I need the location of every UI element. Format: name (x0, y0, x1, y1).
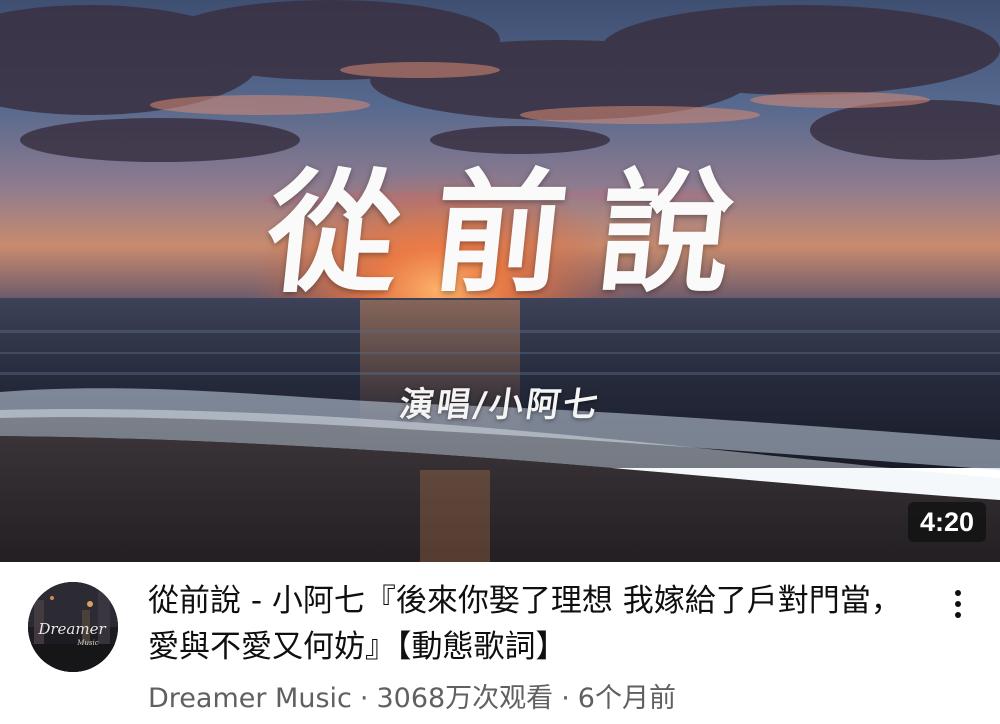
meta-separator: · (359, 683, 369, 714)
thumbnail-title-text: 從前說 (259, 156, 775, 311)
avatar-image: Dreamer Music (28, 582, 118, 672)
video-thumbnail[interactable]: 從前說 演唱/小阿七 4:20 (0, 0, 1000, 562)
sunset-sea-image (0, 0, 1000, 562)
channel-avatar[interactable]: Dreamer Music (28, 582, 118, 672)
duration-badge: 4:20 (907, 502, 986, 542)
menu-dot (955, 612, 961, 618)
meta-separator: · (561, 683, 570, 714)
avatar-wordmark: Dreamer (37, 620, 106, 638)
view-count: 3068万次观看 (376, 683, 554, 714)
more-vert-icon[interactable] (938, 582, 978, 626)
menu-dot (955, 601, 961, 607)
video-details: Dreamer Music 從前說 - 小阿七『後來你娶了理想 我嫁給了戶對門當… (0, 562, 1000, 724)
video-metadata-line: Dreamer Music · 3068万次观看 · 6个月前 (148, 681, 676, 717)
avatar-wordmark-sub: Music (76, 639, 99, 647)
video-title[interactable]: 從前說 - 小阿七『後來你娶了理想 我嫁給了戶對門當，愛與不愛又何妨』【動態歌詞… (148, 583, 902, 665)
menu-dot (955, 590, 961, 596)
thumbnail-singer-text: 演唱/小阿七 (396, 385, 604, 425)
upload-age: 6个月前 (577, 683, 676, 714)
channel-name[interactable]: Dreamer Music (148, 683, 352, 714)
